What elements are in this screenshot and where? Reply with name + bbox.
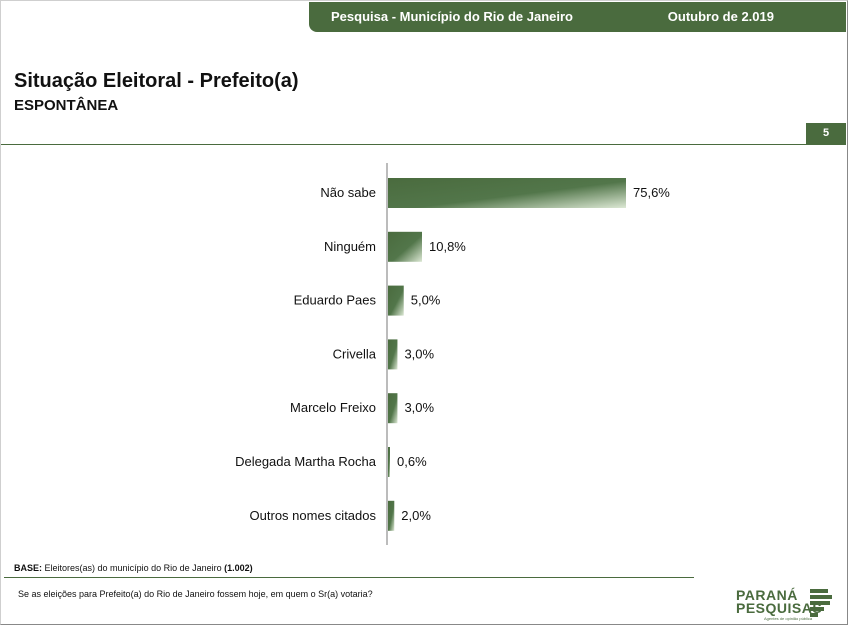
data-label: 75,6% xyxy=(633,185,670,200)
page-subtitle: ESPONTÂNEA xyxy=(14,97,119,114)
survey-title: Pesquisa - Município do Rio de Janeiro xyxy=(331,9,573,24)
page-number: 5 xyxy=(806,123,846,144)
top-divider xyxy=(1,144,846,145)
logo-text-line1: PARANÁ xyxy=(736,587,798,603)
data-label: 3,0% xyxy=(404,346,434,361)
bar xyxy=(388,285,404,316)
bar xyxy=(388,393,398,424)
category-label: Eduardo Paes xyxy=(294,293,377,308)
data-label: 2,0% xyxy=(401,508,431,523)
bar xyxy=(388,178,626,208)
data-label: 3,0% xyxy=(404,400,434,415)
base-text: Eleitores(as) do município do Rio de Jan… xyxy=(44,563,222,573)
page-title: Situação Eleitoral - Prefeito(a) xyxy=(14,70,299,92)
data-label: 5,0% xyxy=(411,293,441,308)
data-label: 0,6% xyxy=(397,454,427,469)
base-note: BASE: Eleitores(as) do município do Rio … xyxy=(14,563,253,573)
bottom-divider xyxy=(4,577,694,578)
bar xyxy=(388,447,390,477)
data-label: 10,8% xyxy=(429,239,466,254)
bar-chart: Não sabe 75,6% Ninguém 10,8% Eduardo Paes 5,0… xyxy=(235,163,670,545)
base-count: (1.002) xyxy=(224,563,253,573)
header-band: Pesquisa - Município do Rio de Janeiro O… xyxy=(309,2,846,32)
survey-date: Outubro de 2.019 xyxy=(667,9,774,24)
logo-tagline: Agentes de opinião pública xyxy=(764,616,813,621)
bar xyxy=(388,231,422,262)
parana-pesquisas-logo: PARANÁ PESQUISAS Agentes de opinião públ… xyxy=(734,587,836,623)
category-label: Delegada Martha Rocha xyxy=(235,454,377,469)
bar xyxy=(388,339,398,370)
category-label: Outros nomes citados xyxy=(250,508,377,523)
category-label: Crivella xyxy=(333,346,377,361)
logo-text-line2: PESQUISAS xyxy=(736,600,823,616)
question-text: Se as eleições para Prefeito(a) do Rio d… xyxy=(18,589,373,599)
parana-map-icon xyxy=(810,589,832,617)
bar xyxy=(388,500,395,531)
category-label: Não sabe xyxy=(320,185,376,200)
category-label: Ninguém xyxy=(324,239,376,254)
category-label: Marcelo Freixo xyxy=(290,400,376,415)
base-label: BASE: xyxy=(14,563,43,573)
